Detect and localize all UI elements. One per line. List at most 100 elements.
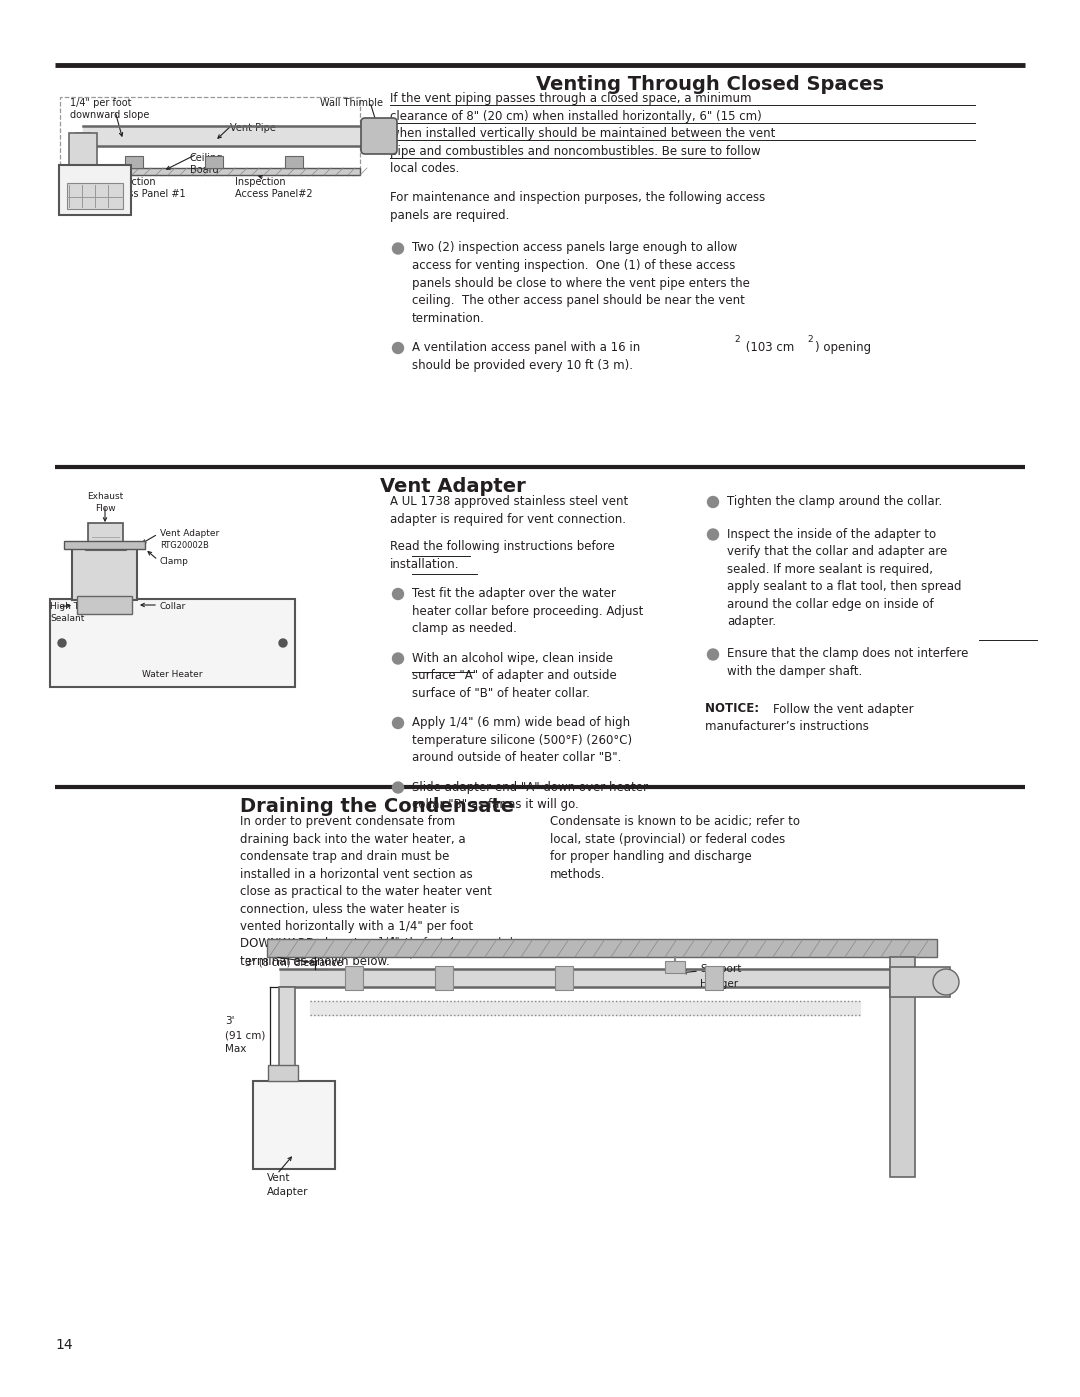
Text: Condensate is known to be acidic; refer to: Condensate is known to be acidic; refer … <box>550 814 800 828</box>
Text: 2: 2 <box>734 335 740 344</box>
Text: Clamp: Clamp <box>160 557 189 566</box>
Text: Vent: Vent <box>267 1173 291 1183</box>
Text: RTG20002B: RTG20002B <box>160 541 208 550</box>
Circle shape <box>392 243 404 254</box>
Text: NOTICE:: NOTICE: <box>705 703 764 715</box>
Text: Vent Adapter: Vent Adapter <box>380 476 526 496</box>
Text: ) opening: ) opening <box>815 341 872 353</box>
Text: 2: 2 <box>807 335 812 344</box>
Text: High Temp.: High Temp. <box>50 602 100 610</box>
Text: Read the following instructions before: Read the following instructions before <box>390 541 615 553</box>
Text: sealed. If more sealant is required,: sealed. If more sealant is required, <box>727 563 933 576</box>
Bar <box>60 168 360 175</box>
Text: Flow: Flow <box>95 504 116 513</box>
Bar <box>665 961 685 972</box>
Bar <box>59 165 131 215</box>
Bar <box>555 965 573 990</box>
Text: panels should be close to where the vent pipe enters the: panels should be close to where the vent… <box>411 277 750 289</box>
Bar <box>253 1081 335 1169</box>
Text: temperature silicone (500°F) (260°C): temperature silicone (500°F) (260°C) <box>411 733 632 746</box>
Circle shape <box>392 652 404 664</box>
Text: around outside of heater collar "B".: around outside of heater collar "B". <box>411 752 621 764</box>
Text: A UL 1738 approved stainless steel vent: A UL 1738 approved stainless steel vent <box>390 495 629 509</box>
Text: surface of "B" of heater collar.: surface of "B" of heater collar. <box>411 686 590 700</box>
Polygon shape <box>83 126 370 147</box>
Text: Test fit the adapter over the water: Test fit the adapter over the water <box>411 587 616 599</box>
Circle shape <box>58 638 66 647</box>
Bar <box>76 133 90 215</box>
FancyBboxPatch shape <box>361 117 397 154</box>
Bar <box>60 96 360 175</box>
Bar <box>285 156 303 168</box>
Text: A ventilation access panel with a 16 in: A ventilation access panel with a 16 in <box>411 341 640 353</box>
Text: for proper handling and discharge: for proper handling and discharge <box>550 849 752 863</box>
Text: panels are required.: panels are required. <box>390 210 510 222</box>
Bar <box>890 967 950 997</box>
Bar <box>890 957 915 1178</box>
Text: Tighten the clamp around the collar.: Tighten the clamp around the collar. <box>727 495 942 509</box>
Text: adapter.: adapter. <box>727 615 777 629</box>
Text: clamp as needed.: clamp as needed. <box>411 622 517 636</box>
Text: Collar: Collar <box>160 602 186 610</box>
Bar <box>268 1065 298 1081</box>
Circle shape <box>279 638 287 647</box>
Bar <box>435 965 453 990</box>
Text: Access Panel#2: Access Panel#2 <box>235 189 312 198</box>
Text: Ensure that the clamp does not interfere: Ensure that the clamp does not interfere <box>727 647 969 661</box>
Text: termination.: termination. <box>411 312 485 324</box>
Polygon shape <box>310 1002 860 1016</box>
Text: Inspect the inside of the adapter to: Inspect the inside of the adapter to <box>727 528 936 541</box>
Text: Venting Through Closed Spaces: Venting Through Closed Spaces <box>536 75 885 94</box>
Text: 1/4" per foot downward slope: 1/4" per foot downward slope <box>378 937 532 947</box>
Text: Water Heater: Water Heater <box>143 671 203 679</box>
Text: 14: 14 <box>55 1338 72 1352</box>
Text: With an alcohol wipe, clean inside: With an alcohol wipe, clean inside <box>411 651 613 665</box>
Text: downward slope: downward slope <box>70 110 149 120</box>
Text: Support: Support <box>700 964 741 974</box>
Bar <box>67 183 123 210</box>
Text: A: A <box>81 576 87 585</box>
Text: If the vent piping passes through a closed space, a minimum: If the vent piping passes through a clos… <box>390 92 752 105</box>
Text: pipe and combustibles and noncombustibles. Be sure to follow: pipe and combustibles and noncombustible… <box>390 144 760 158</box>
Circle shape <box>392 718 404 728</box>
Bar <box>345 965 363 990</box>
Text: condensate trap and drain must be: condensate trap and drain must be <box>240 849 449 863</box>
Text: (91 cm): (91 cm) <box>225 1030 266 1039</box>
Text: manufacturer’s instructions: manufacturer’s instructions <box>705 719 869 733</box>
Text: draining back into the water heater, a: draining back into the water heater, a <box>240 833 465 845</box>
Circle shape <box>392 588 404 599</box>
Text: terminal as shown below.: terminal as shown below. <box>240 956 390 968</box>
Text: surface "A" of adapter and outside: surface "A" of adapter and outside <box>411 669 617 682</box>
Bar <box>77 597 132 615</box>
Text: 3" (8 cm) Clearance: 3" (8 cm) Clearance <box>245 957 342 967</box>
Text: Vent Adapter: Vent Adapter <box>160 529 219 538</box>
Bar <box>705 965 723 990</box>
Text: Board: Board <box>190 165 218 175</box>
Circle shape <box>933 970 959 995</box>
Bar <box>69 133 97 168</box>
Circle shape <box>707 650 718 659</box>
Text: Access Panel #1: Access Panel #1 <box>105 189 186 198</box>
Bar <box>85 545 126 550</box>
Text: local codes.: local codes. <box>390 162 459 175</box>
Text: Apply 1/4" (6 mm) wide bead of high: Apply 1/4" (6 mm) wide bead of high <box>411 717 630 729</box>
Text: B: B <box>93 599 99 610</box>
Text: Sealant: Sealant <box>50 615 84 623</box>
Text: Ceiling: Ceiling <box>190 154 224 163</box>
Text: 3': 3' <box>225 1016 234 1025</box>
Circle shape <box>707 529 718 541</box>
Text: Two (2) inspection access panels large enough to allow: Two (2) inspection access panels large e… <box>411 242 738 254</box>
Text: Exhaust: Exhaust <box>86 492 123 502</box>
Text: Adapter: Adapter <box>267 1187 309 1197</box>
Bar <box>267 939 937 957</box>
Text: connection, uless the water heater is: connection, uless the water heater is <box>240 902 460 915</box>
Text: methods.: methods. <box>550 868 606 880</box>
Text: Hanger: Hanger <box>700 979 738 989</box>
Text: verify that the collar and adapter are: verify that the collar and adapter are <box>727 545 947 557</box>
Bar <box>87 522 123 545</box>
Text: apply sealant to a flat tool, then spread: apply sealant to a flat tool, then sprea… <box>727 580 961 592</box>
Circle shape <box>392 342 404 353</box>
Text: Max: Max <box>225 1044 246 1053</box>
Text: collar "B" as far as it will go.: collar "B" as far as it will go. <box>411 798 579 812</box>
Text: heater collar before proceeding. Adjust: heater collar before proceeding. Adjust <box>411 605 644 617</box>
